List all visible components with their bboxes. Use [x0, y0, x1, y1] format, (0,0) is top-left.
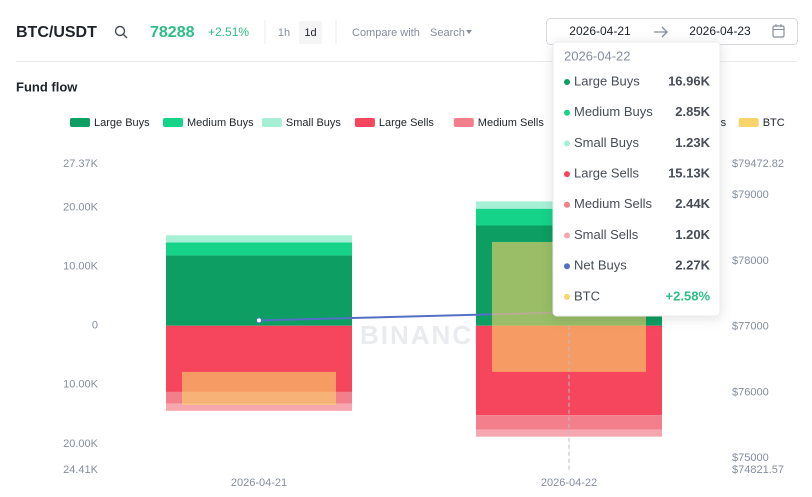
y-tick-label: 27.37K [63, 158, 99, 170]
tooltip-dot [564, 263, 570, 270]
bar-segment [166, 242, 352, 256]
symbol[interactable]: BTC/USDT [16, 24, 97, 41]
y2-tick-label: $75000 [732, 452, 769, 464]
tooltip-dot [564, 79, 570, 85]
tooltip: 2026-04-22 Large Buys 16.96K Medium Buys 2.8… [552, 41, 721, 317]
range-arrow [654, 26, 668, 38]
bar-segment [166, 403, 352, 411]
tooltip-name: BTC [574, 288, 600, 303]
legend-label: BTC [763, 117, 785, 129]
tooltip-value: 1.23K [675, 135, 710, 150]
tooltip-value: 2.27K [675, 258, 710, 273]
bar-segment [476, 415, 662, 430]
tooltip-dot [564, 109, 570, 116]
search-icon[interactable] [114, 25, 128, 39]
y2-tick-label: $78000 [732, 255, 769, 267]
legend-swatch [453, 118, 474, 127]
price-change: +2.51% [208, 25, 249, 39]
tooltip-title: 2026-04-22 [564, 48, 631, 63]
bar-segment [166, 255, 352, 326]
tooltip-name: Small Sells [574, 227, 639, 242]
legend-swatch [261, 118, 282, 127]
y-tick-label: 20.00K [63, 438, 99, 450]
start-date[interactable]: 2026-04-21 [569, 24, 631, 38]
x-tick-label: 2026-04-22 [541, 477, 597, 489]
tooltip-value: 1.20K [675, 227, 710, 242]
end-date[interactable]: 2026-04-23 [689, 24, 751, 38]
tooltip-dot [564, 140, 570, 147]
x-tick-label: 2026-04-21 [231, 477, 287, 489]
interval-1d[interactable]: 1d [304, 27, 316, 39]
legend-swatch [354, 118, 375, 127]
tooltip-name: Large Sells [574, 166, 640, 181]
y2-tick-label: $79472.82 [732, 158, 784, 170]
calendar-icon[interactable] [772, 24, 785, 38]
tooltip-value: +2.58% [666, 288, 711, 303]
tooltip-box [552, 41, 721, 317]
bar-segment [166, 235, 352, 243]
tooltip-value: 2.85K [675, 104, 710, 119]
y2-tick-label: $76000 [732, 386, 769, 398]
tooltip-dot [564, 201, 570, 208]
tooltip-value: 2.44K [675, 196, 710, 211]
y-tick-label: 20.00K [63, 201, 99, 213]
tooltip-dot [564, 171, 570, 178]
tooltip-name: Medium Sells [574, 196, 653, 211]
compare-search[interactable]: Search [430, 27, 465, 39]
price: 78288 [150, 24, 195, 41]
line-point [256, 317, 262, 324]
tooltip-name: Large Buys [574, 73, 640, 88]
legend-swatch [738, 118, 759, 127]
interval-selected-bg [299, 21, 322, 44]
y-tick-label: 10.00K [63, 261, 99, 273]
y-tick-label: 24.41K [63, 464, 99, 476]
legend-label: Medium Buys [187, 117, 254, 129]
tooltip-name: Net Buys [574, 258, 627, 273]
tooltip-value: 15.13K [668, 166, 711, 181]
tooltip-name: Medium Buys [574, 104, 653, 119]
tooltip-name: Small Buys [574, 135, 640, 150]
chart-title: Fund flow [16, 79, 78, 94]
y-tick-label: 0 [92, 320, 98, 332]
y2-tick-label: $74821.57 [732, 464, 784, 476]
y2-tick-label: $79000 [732, 189, 769, 201]
legend-label: Small Buys [286, 117, 342, 129]
legend-swatch [70, 118, 90, 127]
tooltip-dot [564, 293, 570, 300]
legend-label: Medium Sells [478, 117, 545, 129]
interval-1h[interactable]: 1h [278, 27, 290, 39]
watermark: BINANCE [360, 320, 492, 350]
price-bar [182, 371, 336, 406]
tooltip-value: 16.96K [668, 73, 711, 88]
y2-tick-label: $77000 [732, 321, 769, 333]
dropdown-caret [466, 30, 472, 34]
tooltip-dot [564, 232, 570, 239]
legend-label: Large Buys [94, 117, 150, 129]
legend-label: Large Sells [379, 117, 435, 129]
compare-label: Compare with [352, 27, 420, 39]
legend-swatch [163, 118, 183, 127]
y-tick-label: 10.00K [63, 379, 99, 391]
